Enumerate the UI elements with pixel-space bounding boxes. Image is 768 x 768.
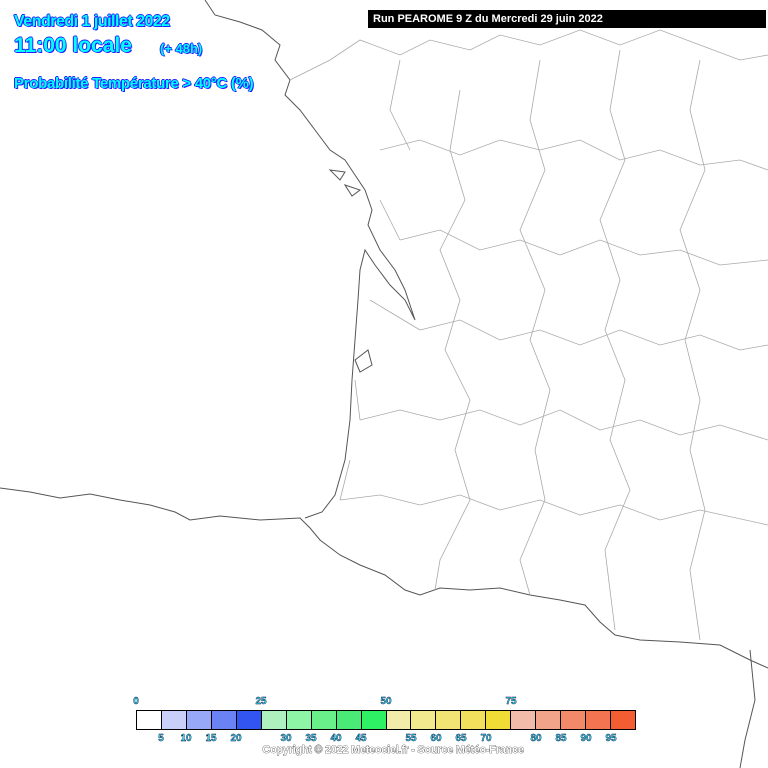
legend-minor-label: 5 [158,733,164,744]
legend-major-label: 50 [380,696,392,707]
legend-minor-label: 35 [305,733,317,744]
legend-swatch [486,711,512,729]
legend-swatch [311,711,337,729]
legend-swatch [236,711,262,729]
legend-minor-label: 65 [455,733,467,744]
legend-swatch [461,711,487,729]
legend-minor-label: 15 [205,733,217,744]
legend-swatch [336,711,362,729]
legend-minor-label: 90 [580,733,592,744]
legend-minor-label: 45 [355,733,367,744]
legend-major-label: 75 [505,696,517,707]
legend-minor-label: 85 [555,733,567,744]
legend-swatch [511,711,537,729]
copyright-text: Copyright © 2022 Meteociel.fr - Source M… [262,744,524,757]
legend-minor-label: 40 [330,733,342,744]
legend-swatch [586,711,612,729]
legend-swatch [386,711,412,729]
legend-swatch [411,711,437,729]
run-info-banner: Run PEAROME 9 Z du Mercredi 29 juin 2022 [368,10,766,28]
legend-minor-label: 70 [480,733,492,744]
legend-swatch [561,711,587,729]
forecast-date: Vendredi 1 juillet 2022 [14,13,171,31]
legend-swatch [611,711,636,729]
legend-swatch [286,711,312,729]
parameter-title: Probabilité Température > 40°C (%) [13,75,254,93]
color-scale-legend [136,710,636,730]
legend-minor-label: 60 [430,733,442,744]
department-boundaries [289,29,768,641]
legend-swatch [186,711,212,729]
legend-minor-label: 95 [605,733,617,744]
forecast-time: 11:00 locale [14,34,133,58]
legend-minor-label: 20 [230,733,242,744]
legend-swatch [161,711,187,729]
legend-minor-label: 80 [530,733,542,744]
lead-time: (+ 48h) [159,41,203,57]
legend-minor-label: 55 [405,733,417,744]
legend-swatch [436,711,462,729]
legend-major-label: 0 [133,696,139,707]
legend-minor-label: 30 [280,733,292,744]
legend-minor-label: 10 [180,733,192,744]
legend-swatch [261,711,287,729]
legend-swatch [361,711,387,729]
legend-swatch [137,711,162,729]
legend-major-label: 25 [255,696,267,707]
legend-swatch [211,711,237,729]
legend-swatch [536,711,562,729]
